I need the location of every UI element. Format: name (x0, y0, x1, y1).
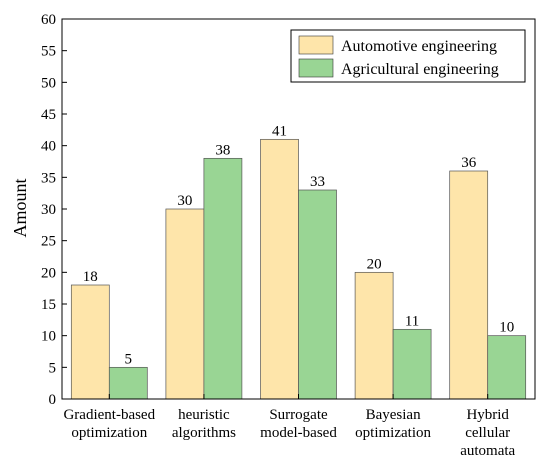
bar-automotive (165, 208, 205, 400)
y-axis-title: Amount (10, 178, 30, 237)
y-tick-label: 5 (49, 360, 57, 376)
legend-swatch-agricultural (298, 58, 334, 78)
category-label: model-based (260, 425, 337, 441)
y-tick-label: 20 (41, 265, 56, 281)
data-label: 20 (367, 256, 382, 272)
data-labels: 18 5 30 38 41 33 20 11 36 10 (83, 123, 514, 367)
y-tick-label: 60 (41, 12, 56, 28)
data-label: 30 (177, 193, 192, 209)
y-tick-label: 25 (41, 234, 56, 250)
y-tick-label: 35 (41, 170, 56, 186)
data-label: 10 (499, 320, 514, 336)
category-label: Bayesian (366, 407, 421, 423)
y-tick-label: 45 (41, 107, 56, 123)
y-tick-label: 40 (41, 139, 56, 155)
bar-automotive (449, 170, 489, 400)
y-tick-label: 55 (41, 44, 56, 60)
y-tick-label: 30 (41, 202, 56, 218)
legend-label-agricultural: Agricultural engineering (341, 61, 499, 78)
data-label: 5 (125, 351, 133, 367)
data-label: 38 (215, 142, 230, 158)
y-tick-label: 0 (49, 392, 57, 408)
category-label: heuristic (178, 407, 230, 423)
category-labels: Gradient-based optimization heuristic algor… (63, 407, 515, 459)
bar-agricultural (298, 189, 337, 400)
bar-agricultural (203, 157, 243, 400)
plot-frame (61, 18, 536, 400)
category-label: optimization (71, 425, 147, 441)
bar-automotive (260, 138, 299, 400)
y-axis-ticks: 0 5 10 15 20 25 30 35 40 45 50 55 60 (41, 12, 489, 408)
bar-agricultural (487, 335, 527, 400)
category-label: automata (460, 443, 515, 459)
legend-label-automotive: Automotive engineering (341, 38, 497, 55)
bar-automotive (70, 284, 110, 400)
data-label: 11 (405, 313, 419, 329)
data-label: 33 (310, 174, 325, 190)
y-tick-label: 50 (41, 75, 56, 91)
data-label: 18 (83, 269, 98, 285)
data-label: 41 (272, 123, 287, 139)
bars-layer (70, 138, 527, 400)
category-label: algorithms (172, 425, 236, 441)
category-label: Surrogate (269, 407, 328, 423)
bar-agricultural (108, 366, 148, 400)
bar-automotive (354, 271, 394, 400)
legend: Automotive engineering Agricultural engi… (290, 29, 526, 83)
data-label: 36 (461, 155, 477, 171)
y-tick-label: 10 (41, 329, 56, 345)
category-label: Gradient-based (63, 407, 155, 423)
category-label: optimization (355, 425, 431, 441)
legend-swatch-automotive (298, 35, 334, 55)
category-label: Hybrid (466, 407, 509, 423)
bar-agricultural (392, 328, 432, 400)
y-tick-label: 15 (41, 297, 56, 313)
category-label: cellular (465, 425, 510, 441)
